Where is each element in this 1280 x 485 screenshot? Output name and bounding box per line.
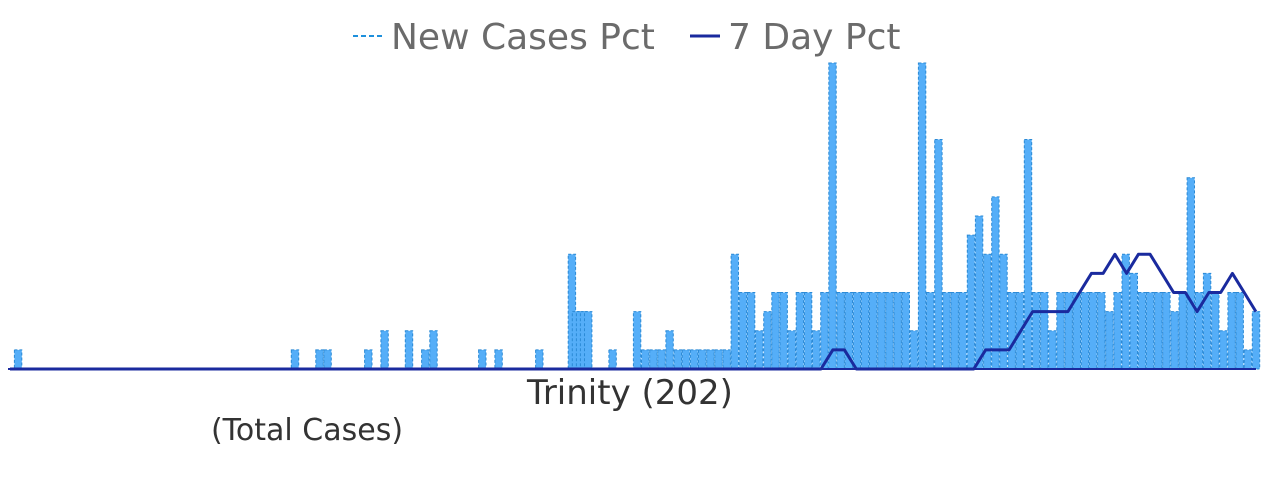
new-cases-bar	[1235, 292, 1244, 370]
new-cases-bar	[877, 292, 886, 370]
new-cases-bar	[1023, 139, 1033, 370]
new-cases-bar	[1251, 311, 1261, 370]
new-cases-bar	[1048, 330, 1057, 370]
new-cases-bar	[681, 349, 691, 370]
new-cases-bar	[673, 349, 682, 370]
new-cases-bar	[991, 196, 1000, 370]
new-cases-bar	[934, 139, 943, 370]
new-cases-bar	[608, 349, 617, 370]
new-cases-bar	[885, 292, 894, 370]
new-cases-bar	[1186, 177, 1195, 370]
new-cases-bar	[999, 253, 1008, 370]
new-cases-bar	[364, 349, 373, 370]
new-cases-bar	[852, 292, 862, 370]
new-cases-bar	[803, 292, 813, 370]
new-cases-bar	[535, 349, 544, 370]
new-cases-bar	[746, 292, 756, 370]
new-cases-bar	[1243, 349, 1253, 370]
seven-day-line	[10, 252, 1258, 371]
new-cases-bar	[1227, 292, 1236, 370]
new-cases-bar	[494, 349, 503, 370]
new-cases-bar	[429, 330, 438, 370]
new-cases-bar	[714, 349, 723, 370]
new-cases-bar	[1080, 292, 1090, 370]
new-cases-bar	[698, 349, 707, 370]
new-cases-bar	[641, 349, 650, 370]
new-cases-bar	[290, 349, 300, 370]
new-cases-bar	[779, 292, 788, 370]
new-cases-bar	[315, 349, 324, 370]
new-cases-bar	[787, 330, 796, 370]
new-cases-bar	[836, 292, 845, 370]
new-cases-bars	[13, 62, 1261, 370]
new-cases-bar	[1113, 292, 1122, 370]
new-cases-bar	[1137, 292, 1147, 370]
new-cases-bar	[1007, 292, 1016, 370]
new-cases-bar	[1219, 330, 1228, 370]
new-cases-bar	[584, 311, 593, 370]
new-cases-bar	[649, 349, 658, 370]
total-cases-subtitle: (Total Cases)	[211, 413, 403, 448]
new-cases-bar	[1211, 292, 1220, 370]
new-cases-bar	[689, 349, 699, 370]
new-cases-bar	[421, 349, 430, 370]
new-cases-bar	[632, 311, 642, 370]
new-cases-bar	[763, 311, 772, 370]
new-cases-bar	[657, 349, 666, 370]
x-axis-title: Trinity (202)	[526, 373, 733, 413]
new-cases-bar	[380, 330, 389, 370]
new-cases-bar	[828, 62, 837, 370]
new-cases-bar	[738, 292, 748, 370]
new-cases-bar	[1178, 292, 1187, 370]
new-cases-bar	[771, 292, 780, 370]
new-cases-bar	[665, 330, 674, 370]
new-cases-bar	[1088, 292, 1098, 370]
new-cases-bar	[869, 292, 878, 370]
new-cases-bar	[1202, 272, 1212, 370]
new-cases-bar	[950, 292, 959, 370]
new-cases-bar	[1040, 292, 1049, 370]
new-cases-bar	[1105, 311, 1114, 370]
new-cases-bar	[1170, 311, 1179, 370]
new-cases-bar	[323, 349, 332, 370]
new-cases-bar	[1031, 292, 1041, 370]
new-cases-bar	[478, 349, 487, 370]
new-cases-bar	[917, 62, 927, 370]
new-cases-bar	[722, 349, 731, 370]
new-cases-bar	[1162, 292, 1171, 370]
new-cases-bar	[958, 292, 967, 370]
new-cases-bar	[966, 234, 976, 370]
new-cases-bar	[706, 349, 715, 370]
new-cases-bar	[860, 292, 870, 370]
new-cases-bar	[1097, 292, 1106, 370]
new-cases-bar	[1154, 292, 1163, 370]
new-cases-bar	[404, 330, 414, 370]
legend: New Cases Pct 7 Day Pct	[353, 17, 901, 58]
new-cases-bar	[755, 330, 764, 370]
new-cases-bar	[1145, 292, 1155, 370]
new-cases-bar	[1129, 272, 1138, 370]
new-cases-bar	[812, 330, 821, 370]
new-cases-bar	[730, 253, 739, 370]
new-cases-bar	[901, 292, 910, 370]
new-cases-bar	[1056, 292, 1065, 370]
new-cases-bar	[926, 292, 935, 370]
new-cases-bar	[942, 292, 951, 370]
new-cases-bar	[909, 330, 919, 370]
new-cases-bar	[13, 349, 23, 370]
new-cases-bar	[893, 292, 902, 370]
new-cases-bar	[795, 292, 805, 370]
new-cases-bar	[974, 215, 984, 370]
legend-label-new-cases: New Cases Pct	[391, 17, 655, 58]
legend-label-7-day: 7 Day Pct	[728, 17, 901, 58]
